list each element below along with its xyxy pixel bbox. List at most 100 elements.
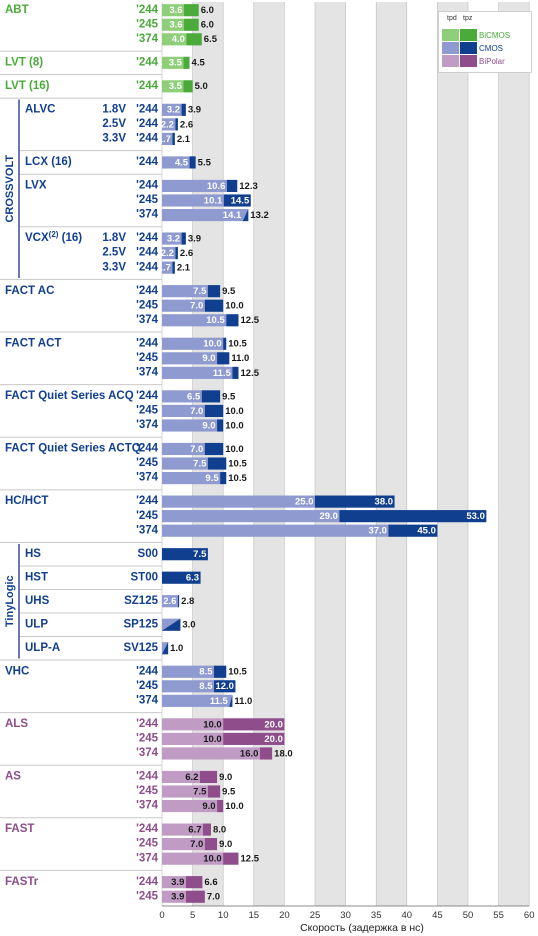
bar-tpd: [162, 665, 215, 678]
value-label-tpz: 20.0: [264, 734, 283, 745]
value-label-tpz: 9.5: [222, 286, 236, 297]
bar-tpz: [189, 156, 196, 169]
bar-tpd: [162, 404, 205, 418]
value-label-tpz: 2.8: [181, 596, 194, 607]
bar-tpz-overlap: [242, 208, 249, 222]
legend-header-tpz: tpz: [463, 15, 473, 22]
chart-rows: CROSSVOLT TinyLogic ABT '244 3.6 6.0 '245 3.6 6.…: [0, 4, 487, 903]
bar-tpz-overlap: [229, 694, 233, 707]
group-label: VCX(2) (16): [25, 230, 82, 244]
column-band: [406, 2, 438, 906]
value-label-tpz: 12.0: [215, 681, 234, 692]
bar-tpd: [162, 838, 205, 851]
bar-tpz: [162, 571, 201, 584]
value-label-tpd: 7.0: [190, 839, 203, 850]
x-tick-label: 60: [524, 910, 535, 921]
bar-tpd: [162, 4, 185, 17]
legend-swatch-bipolar-tpz: [460, 55, 477, 67]
part-code-label: '244: [136, 80, 159, 92]
bar-tpd: [162, 595, 178, 608]
part-code-label: '244: [136, 876, 159, 888]
group-label: FASTr: [5, 876, 39, 888]
value-label-tpd: 3.9: [171, 877, 184, 888]
value-label-tpd: 10.0: [203, 719, 222, 730]
part-code-label: '245: [136, 194, 159, 206]
bar-tpz: [315, 495, 395, 508]
value-label-tpd: 16.0: [240, 748, 259, 759]
bar-tpz: [207, 285, 221, 298]
bar-tpz: [201, 390, 221, 403]
value-label-tpd: 9.0: [202, 420, 215, 431]
group-label: ABT: [5, 4, 29, 16]
bar-tpd: [162, 285, 208, 298]
value-label-tpz: 12.3: [239, 181, 258, 192]
part-code-label: '374: [136, 800, 159, 812]
part-code-label: '374: [136, 33, 159, 45]
bar-tpd: [162, 642, 169, 655]
legend-header-tpd: tpd: [447, 15, 457, 22]
x-axis: 0 5 10 15 20 25 30 35 40 45 50 55 60 Скорость (задерж…: [159, 905, 535, 934]
group-label: AS: [5, 771, 21, 783]
bar-tpz: [184, 18, 199, 31]
value-label-tpz: 4.5: [192, 58, 206, 69]
bar-tpz: [223, 732, 285, 745]
bar-tpd: [162, 472, 221, 485]
value-label-tpd: 9.0: [202, 353, 215, 364]
value-label-tpz: 11.0: [234, 696, 252, 707]
part-code-label: '245: [136, 733, 159, 745]
bar-tpd: [162, 352, 218, 365]
bar-tpz: [232, 366, 239, 379]
group-label: HS: [25, 548, 41, 560]
bar-tpd: [162, 785, 208, 798]
bar-tpd: [162, 261, 173, 274]
x-tick-label: 50: [463, 910, 474, 921]
value-label-tpz: 9.0: [219, 839, 232, 850]
value-label-tpd: 10.6: [207, 181, 226, 192]
group-label: ULP: [25, 618, 48, 630]
column-band: [376, 2, 407, 906]
value-label-tpd: 2.2: [161, 248, 174, 259]
value-label-tpd: 10.5: [206, 315, 225, 326]
value-label-tpd: 6.7: [188, 824, 201, 835]
part-code-label: S00: [138, 548, 158, 560]
legend-swatch-bicmos-tpz: [460, 29, 477, 41]
group-label: HST: [25, 571, 48, 583]
part-code-label: '245: [136, 680, 159, 692]
value-label-tpd: 7.5: [193, 786, 207, 797]
value-label-tpz: 6.3: [186, 573, 199, 584]
bar-tpz: [203, 823, 211, 836]
part-code-label: '244: [136, 4, 159, 16]
bar-tpz: [217, 352, 230, 365]
section-bar: [18, 99, 20, 278]
part-code-label: '374: [136, 524, 159, 536]
column-band: [437, 2, 468, 906]
bar-tpd: [162, 890, 186, 903]
value-label-tpz: 10.5: [228, 339, 247, 350]
value-label-tpd: 3.5: [169, 58, 183, 69]
value-label-tpd: 7.0: [190, 444, 203, 455]
bar-tpd: [162, 390, 202, 403]
part-code-label: '244: [136, 718, 159, 730]
part-code-label: '374: [136, 747, 159, 759]
value-label-tpd: 10.0: [203, 339, 222, 350]
value-label-tpd: 10.1: [204, 195, 223, 206]
x-tick-label: 40: [402, 910, 413, 921]
group-label: LVX: [25, 180, 47, 192]
x-tick-label: 20: [279, 910, 290, 921]
bar-tpz: [223, 718, 285, 731]
value-label-tpd: 1.7: [158, 263, 171, 274]
part-code-label: '374: [136, 366, 159, 378]
part-code-label: ST00: [131, 571, 159, 583]
bar-tpd: [162, 33, 187, 46]
value-label-tpz: 2.6: [180, 248, 193, 259]
bar-tpz: [220, 472, 227, 485]
column-band: [468, 2, 499, 906]
bar-tpz: [172, 132, 175, 146]
part-code-label: '244: [136, 285, 159, 297]
value-label-tpz: 12.5: [241, 368, 260, 379]
voltage-label: 3.3V: [102, 261, 126, 273]
x-tick-label: 10: [218, 910, 229, 921]
value-label-tpz: 2.1: [177, 134, 191, 145]
group-label-superscript: (2): [49, 230, 59, 239]
part-code-label: '244: [136, 823, 159, 835]
